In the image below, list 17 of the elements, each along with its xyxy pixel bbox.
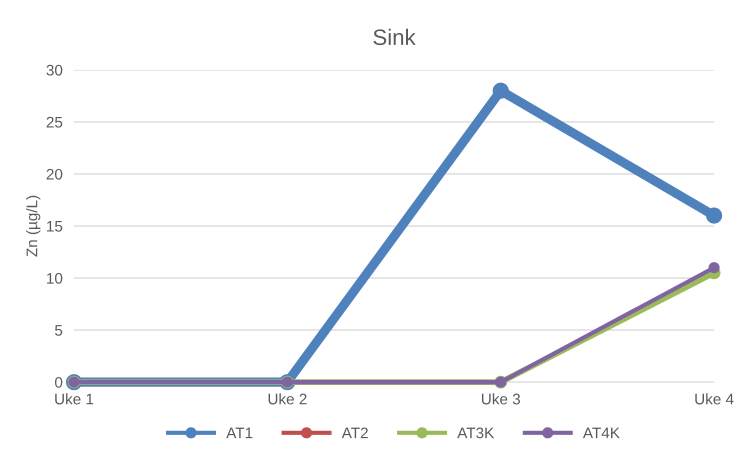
y-tick-label: 20 [46, 168, 62, 180]
legend-label: AT2 [342, 427, 368, 438]
x-tick-label: Uke 2 [268, 393, 307, 404]
x-tick-label: Uke 1 [55, 393, 94, 404]
legend-label: AT1 [226, 428, 252, 438]
legend-label: AT4K [582, 428, 620, 438]
legend-label: AT3K [457, 427, 494, 438]
chart-title: Sink [373, 28, 416, 46]
x-tick-label: Uke 3 [482, 393, 520, 404]
y-tick-label: 30 [46, 64, 62, 76]
x-tick-label: Uke 4 [695, 393, 734, 404]
y-tick-label: 15 [47, 221, 62, 232]
y-tick-label: 10 [47, 272, 62, 284]
y-tick-label: 0 [54, 376, 62, 388]
y-tick-label: 5 [55, 325, 62, 336]
y-axis-title: Zn (µg/L) [26, 196, 40, 257]
y-tick-label: 25 [46, 116, 62, 128]
